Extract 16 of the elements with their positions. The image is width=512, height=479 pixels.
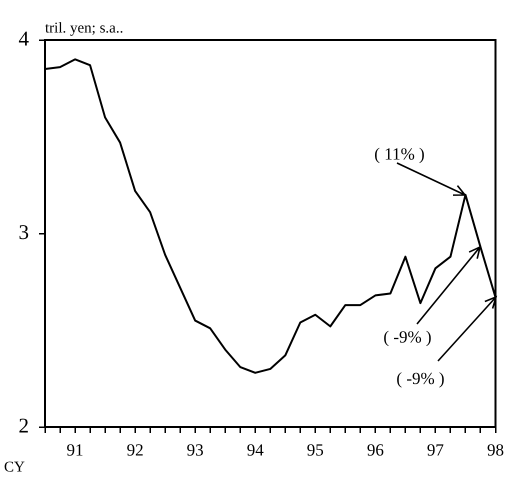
annotation: ( -9% ) <box>396 368 445 388</box>
x-tick-label: 96 <box>366 440 384 460</box>
y-tick-label: 3 <box>18 220 29 244</box>
annotation: ( 11% ) <box>374 144 425 164</box>
x-tick-label: 93 <box>186 440 204 460</box>
x-tick-label: 97 <box>426 440 444 460</box>
annotation: ( -9% ) <box>383 328 432 347</box>
y-tick-label: 4 <box>18 26 30 51</box>
x-tick-label: 92 <box>126 440 144 460</box>
x-tick-label: 95 <box>306 440 324 460</box>
x-tick-label: 94 <box>246 440 264 460</box>
text: CY <box>4 459 26 476</box>
y-axis-title: tril. yen; s.a.. <box>45 20 124 36</box>
y-tick-label: 2 <box>18 414 29 438</box>
x-tick-label: 91 <box>66 440 84 460</box>
x-tick-label: 98 <box>487 440 504 460</box>
